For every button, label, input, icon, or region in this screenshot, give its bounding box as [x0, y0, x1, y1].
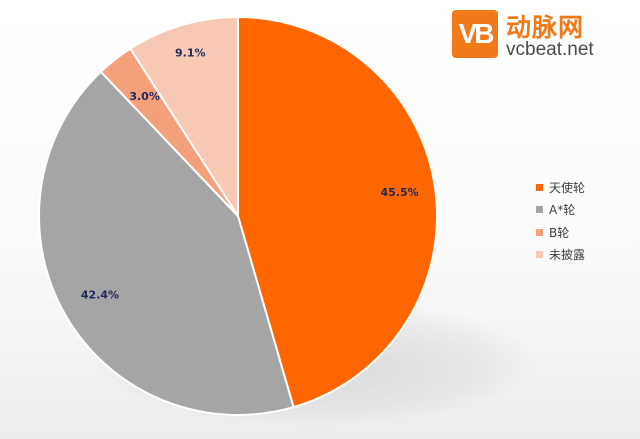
legend-swatch: [536, 206, 543, 214]
legend-swatch: [536, 183, 543, 191]
data-label-undisclosed: 9.1%: [175, 47, 206, 60]
data-label-tianshi: 45.5%: [381, 186, 419, 199]
pie-slice-undisclosed: [128, 15, 239, 220]
legend-label: A*轮: [549, 203, 576, 218]
legend-swatch: [536, 228, 543, 236]
logo-mark: VB: [452, 10, 498, 58]
logo-name-cn: 动脉网: [506, 13, 585, 42]
legend-label: B轮: [549, 225, 570, 240]
legend-item-b-round: B轮: [536, 221, 585, 244]
legend-item-a-round: A*轮: [536, 199, 585, 222]
pie-slice-tianshi: [237, 15, 439, 409]
legend-item-undisclosed: 未披露: [536, 244, 585, 267]
data-label-b-round: 3.0%: [129, 90, 160, 103]
legend-item-tianshi: 天使轮: [536, 176, 585, 199]
legend-label: 未披露: [549, 248, 586, 263]
legend: 天使轮 A*轮 B轮 未披露: [536, 176, 585, 266]
legend-label: 天使轮: [549, 180, 586, 195]
logo-name-en: vcbeat.net: [506, 39, 594, 60]
pie-slice-a-round: [37, 70, 295, 416]
legend-swatch: [536, 251, 543, 259]
vcbeat-logo: VB 动脉网 vcbeat.net: [452, 10, 612, 62]
data-label-a-round: 42.4%: [81, 288, 119, 301]
